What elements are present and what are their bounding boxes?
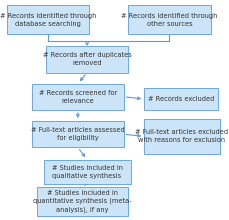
Text: # Records identified through
database searching: # Records identified through database se… bbox=[0, 13, 96, 27]
Text: # Records screened for
relevance: # Records screened for relevance bbox=[39, 90, 117, 104]
Text: # Records after duplicates
removed: # Records after duplicates removed bbox=[43, 52, 131, 66]
FancyBboxPatch shape bbox=[46, 46, 128, 73]
FancyBboxPatch shape bbox=[144, 88, 218, 110]
Text: # Full-text articles excluded
with reasons for exclusion: # Full-text articles excluded with reaso… bbox=[136, 129, 229, 143]
FancyBboxPatch shape bbox=[37, 187, 128, 216]
FancyBboxPatch shape bbox=[128, 6, 211, 34]
Text: # Full-text articles assessed
for eligibility: # Full-text articles assessed for eligib… bbox=[31, 127, 125, 141]
Text: # Studies included in
qualitative synthesis: # Studies included in qualitative synthe… bbox=[52, 165, 123, 179]
FancyBboxPatch shape bbox=[32, 121, 124, 147]
FancyBboxPatch shape bbox=[7, 6, 89, 34]
FancyBboxPatch shape bbox=[44, 160, 131, 184]
FancyBboxPatch shape bbox=[32, 84, 124, 110]
FancyBboxPatch shape bbox=[144, 119, 220, 154]
Text: # Records excluded: # Records excluded bbox=[148, 96, 214, 102]
Text: # Studies included in
quantitative synthesis (meta-
analysis), if any: # Studies included in quantitative synth… bbox=[33, 190, 132, 213]
Text: # Records identified through
other sources: # Records identified through other sourc… bbox=[121, 13, 218, 27]
